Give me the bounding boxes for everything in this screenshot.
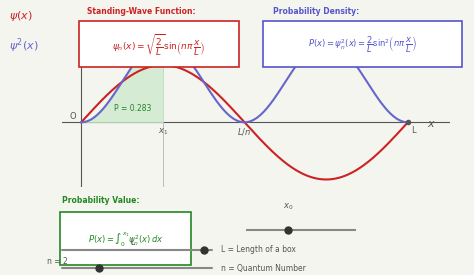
Text: L: L: [411, 126, 416, 135]
Text: P = 0.283: P = 0.283: [114, 104, 151, 113]
Text: $\psi_n(x) = \sqrt{\dfrac{2}{L}}\sin\!\left(n\pi\,\dfrac{x}{L}\right)$: $\psi_n(x) = \sqrt{\dfrac{2}{L}}\sin\!\l…: [112, 32, 205, 57]
Text: $P(x) = \int_0^{x_1} \psi_n^2(x)\,dx$: $P(x) = \int_0^{x_1} \psi_n^2(x)\,dx$: [88, 231, 164, 249]
Text: $P(x) = \psi_n^2(x) = \dfrac{2}{L}\sin^2\!\left(n\pi\,\dfrac{x}{L}\right)$: $P(x) = \psi_n^2(x) = \dfrac{2}{L}\sin^2…: [308, 35, 417, 55]
Text: Probability Value:: Probability Value:: [62, 196, 139, 205]
Text: L = Length of a box: L = Length of a box: [221, 246, 296, 254]
Text: Standing-Wave Function:: Standing-Wave Function:: [87, 7, 195, 16]
Text: n = 2: n = 2: [47, 257, 68, 266]
Text: $x$: $x$: [428, 119, 437, 129]
Text: O: O: [70, 112, 76, 121]
FancyBboxPatch shape: [79, 21, 238, 67]
FancyBboxPatch shape: [60, 212, 191, 265]
Text: $x_1$: $x_1$: [158, 126, 168, 137]
Text: L: L: [131, 238, 135, 247]
Text: n = Quantum Number: n = Quantum Number: [221, 263, 306, 273]
Text: Probability Density:: Probability Density:: [273, 7, 359, 16]
Text: $\psi(x)$: $\psi(x)$: [9, 9, 33, 23]
Text: $L/n$: $L/n$: [237, 126, 252, 137]
Text: $\psi^2(x)$: $\psi^2(x)$: [9, 36, 39, 55]
FancyBboxPatch shape: [264, 21, 462, 67]
Text: $x_0$: $x_0$: [283, 202, 293, 212]
